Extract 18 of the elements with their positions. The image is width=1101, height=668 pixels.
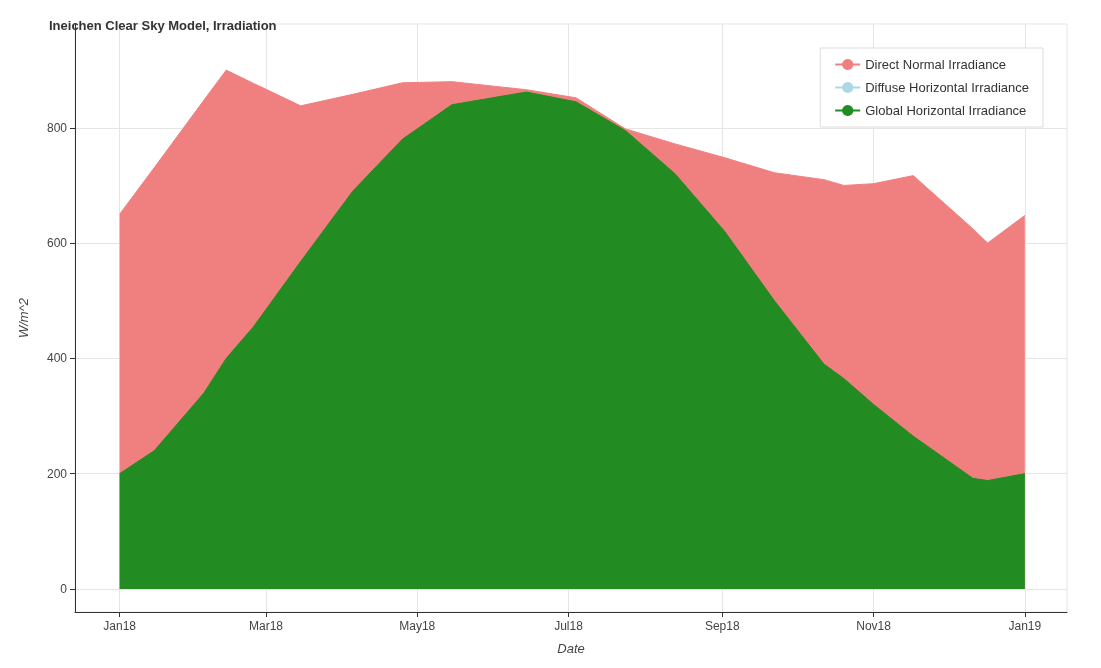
y-tick-label: 800 [46, 120, 68, 135]
x-tick-label: Mar18 [248, 619, 284, 633]
chart-title: Ineichen Clear Sky Model, Irradiation [49, 18, 277, 33]
x-tick-label: Nov18 [856, 619, 892, 633]
y-axis-title: W/m^2 [16, 297, 31, 339]
x-tick-label: May18 [399, 619, 436, 633]
y-tick-label: 0 [60, 581, 68, 596]
legend-label: Diffuse Horizontal Irradiance [865, 80, 1030, 95]
y-tick-label: 400 [46, 351, 68, 366]
y-tick-label: 600 [46, 236, 68, 251]
legend-label: Global Horizontal Irradiance [865, 103, 1027, 118]
legend-label: Direct Normal Irradiance [865, 57, 1007, 72]
x-tick-label: Jan19 [1008, 619, 1042, 633]
x-tick-label: Sep18 [704, 619, 740, 633]
x-tick-label: Jul18 [554, 619, 584, 633]
x-tick-label: Jan18 [103, 619, 137, 633]
x-axis-title: Date [557, 641, 585, 656]
y-tick-label: 200 [46, 466, 68, 481]
